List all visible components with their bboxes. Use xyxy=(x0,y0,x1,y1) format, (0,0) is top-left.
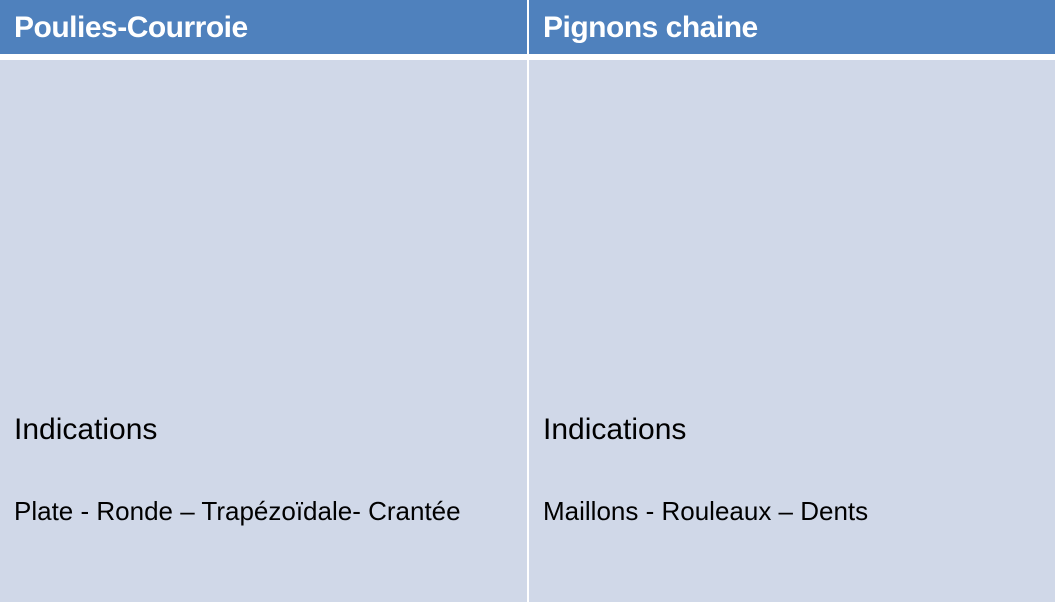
indications-detail: Plate - Ronde – Trapézoïdale- Crantée xyxy=(14,496,461,526)
column-pignons-chaine: Pignons chaine Indications Maillons - Ro… xyxy=(529,0,1055,602)
column-header-text: Poulies-Courroie xyxy=(14,11,248,44)
indications-detail: Maillons - Rouleaux – Dents xyxy=(543,496,869,526)
column-body-cell: Indications Maillons - Rouleaux – Dents xyxy=(529,60,1055,602)
column-header: Poulies-Courroie xyxy=(0,0,527,54)
indications-label: Indications xyxy=(543,413,687,446)
column-body-cell: Indications Plate - Ronde – Trapézoïdale… xyxy=(0,60,527,602)
column-header-text: Pignons chaine xyxy=(543,11,758,44)
column-poulies-courroie: Poulies-Courroie Indications Plate - Ron… xyxy=(0,0,527,602)
column-header: Pignons chaine xyxy=(529,0,1055,54)
indications-label: Indications xyxy=(14,413,158,446)
